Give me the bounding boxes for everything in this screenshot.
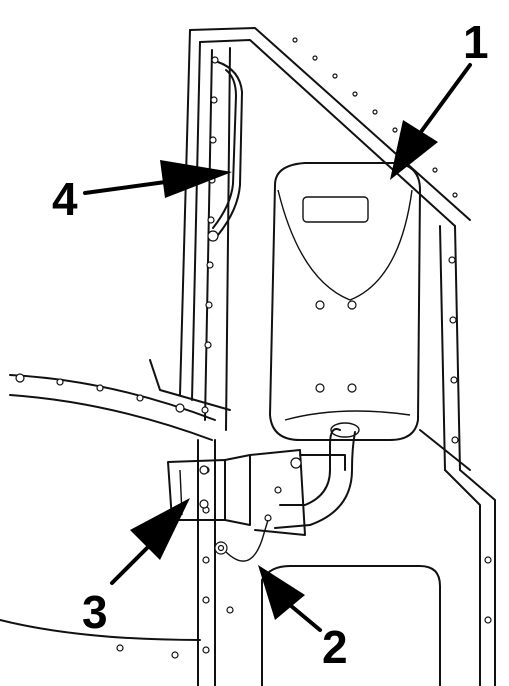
door-frame: [0, 27, 496, 686]
grab-handle: [207, 61, 243, 242]
callout-label-3: 3: [82, 586, 108, 638]
callout-label-1: 1: [463, 16, 489, 68]
callout-label-4: 4: [52, 173, 78, 225]
mirror-assembly: [269, 162, 421, 441]
mounting-bracket: [167, 449, 306, 536]
callout-label-2: 2: [322, 621, 348, 673]
callout-arrows: [83, 63, 472, 632]
mirror-arm: [274, 422, 360, 529]
electrical-cable: [214, 519, 269, 562]
